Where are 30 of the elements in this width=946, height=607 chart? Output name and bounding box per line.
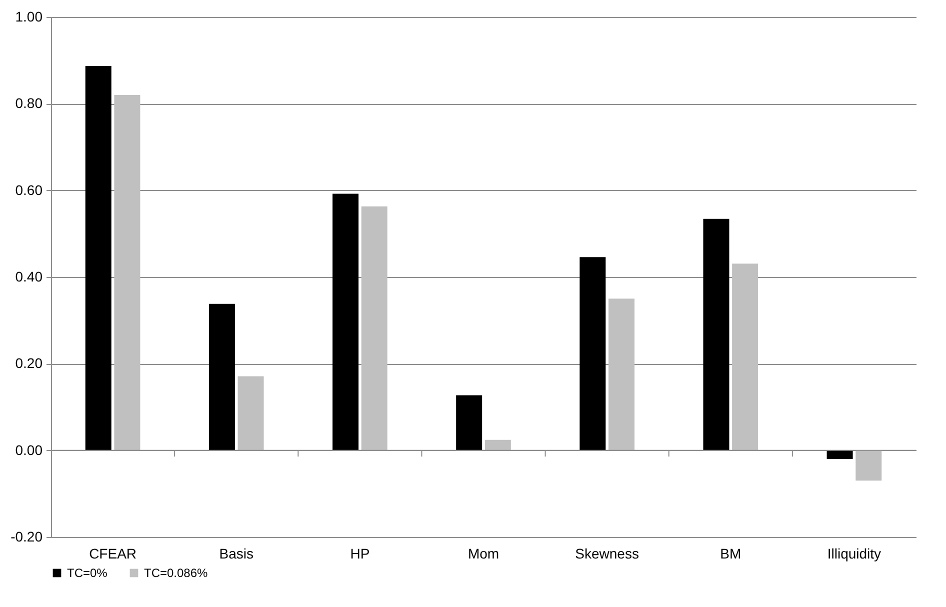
bar (456, 395, 482, 450)
y-tick-label: 0.60 (15, 182, 43, 198)
bar (114, 95, 140, 450)
bar (608, 298, 634, 450)
x-tick-label: CFEAR (89, 546, 137, 562)
y-tick-label: 0.00 (15, 442, 43, 458)
x-tick-label: Mom (468, 546, 500, 562)
x-tick-label: Basis (219, 546, 254, 562)
bar (580, 257, 606, 450)
x-tick-label: Skewness (575, 546, 639, 562)
bar (85, 66, 112, 450)
bar (238, 376, 264, 450)
x-tick-label: HP (350, 546, 370, 562)
bar (856, 450, 882, 481)
bar (732, 264, 758, 450)
bar (332, 194, 359, 450)
y-tick-label: 0.20 (15, 355, 43, 372)
x-tick-label: Illiquidity (827, 546, 882, 562)
bar (484, 440, 511, 450)
y-tick-label: -0.20 (10, 528, 43, 544)
bar (361, 206, 388, 450)
y-tick-label: 0.80 (15, 95, 43, 112)
legend-label: TC=0% (67, 566, 108, 580)
x-tick-label: BM (720, 546, 742, 562)
bar (703, 218, 730, 450)
y-tick-label: 1.00 (15, 8, 43, 24)
legend-label: TC=0.086% (144, 566, 208, 580)
bar (208, 304, 235, 450)
bar (826, 450, 853, 459)
y-tick-label: 0.40 (15, 268, 43, 284)
